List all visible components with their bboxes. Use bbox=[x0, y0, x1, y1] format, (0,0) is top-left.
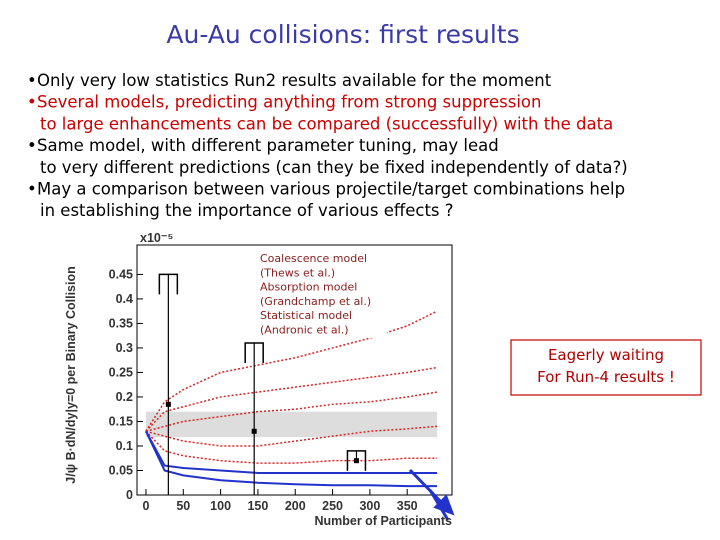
curve bbox=[145, 430, 438, 488]
x-axis-label: Number of Participants bbox=[314, 514, 452, 528]
y-tick-label: 0.45 bbox=[109, 267, 133, 281]
legend-bg bbox=[257, 250, 387, 338]
legend-entry: (Grandchamp et al.) bbox=[260, 295, 371, 308]
curve bbox=[145, 310, 438, 432]
upper-cap bbox=[346, 450, 367, 471]
y-tick-label: 0.3 bbox=[116, 341, 133, 355]
slide-title: Au-Au collisions: first results bbox=[166, 20, 519, 49]
bullet-text: May a comparison between various project… bbox=[37, 180, 625, 199]
curve bbox=[145, 430, 438, 464]
legend-entry: Absorption model bbox=[260, 281, 357, 294]
y-tick-label: 0.2 bbox=[116, 390, 133, 404]
callout-text: For Run-4 results ! bbox=[537, 368, 675, 386]
bullet-dot: • bbox=[27, 136, 37, 155]
data-point bbox=[165, 401, 171, 407]
bullet-text: Several models, predicting anything from… bbox=[37, 93, 541, 112]
bullet-dot: • bbox=[27, 71, 37, 90]
x-tick-label: 50 bbox=[176, 499, 190, 513]
callout-text: Eagerly waiting bbox=[548, 346, 664, 364]
upper-cap bbox=[158, 273, 179, 295]
curve bbox=[145, 366, 438, 432]
y-tick-label: 0.05 bbox=[109, 463, 133, 477]
arrow-head bbox=[433, 494, 455, 516]
curve bbox=[145, 425, 438, 447]
bullet-text: to large enhancements can be compared (s… bbox=[40, 114, 613, 133]
y-tick-label: 0.15 bbox=[109, 414, 133, 428]
bullet-text: in establishing the importance of variou… bbox=[40, 201, 454, 220]
callout-box bbox=[510, 339, 702, 396]
bullet-text: Same model, with different parameter tun… bbox=[37, 136, 499, 155]
arrow bbox=[428, 489, 450, 521]
x-tick-label: 0 bbox=[142, 499, 149, 513]
curve bbox=[145, 430, 438, 474]
x-tick-label: 200 bbox=[285, 499, 306, 513]
x-tick-label: 250 bbox=[322, 499, 343, 513]
bullet-text: to very different predictions (can they … bbox=[40, 158, 628, 177]
curve bbox=[145, 391, 438, 433]
x-tick-label: 100 bbox=[210, 499, 231, 513]
y-axis-label: J/ψ B·dN/dy|y=0 per Binary Collision bbox=[64, 266, 78, 483]
data-point bbox=[353, 458, 359, 464]
y-tick-label: 0.1 bbox=[116, 439, 133, 453]
band bbox=[145, 411, 438, 438]
x-tick-label: 150 bbox=[247, 499, 268, 513]
arrows bbox=[408, 468, 455, 521]
bullet-text: Only very low statistics Run2 results av… bbox=[37, 71, 552, 90]
data-point bbox=[251, 428, 257, 434]
legend-entry: (Thews et al.) bbox=[260, 266, 335, 279]
y-tick-label: 0 bbox=[126, 488, 133, 502]
x-tick-label: 300 bbox=[359, 499, 380, 513]
y-tick-label: 0.4 bbox=[116, 292, 133, 306]
bullet-dot: • bbox=[27, 93, 37, 112]
y-tick-label: 0.25 bbox=[109, 365, 133, 379]
arrow bbox=[408, 468, 447, 508]
y-tick-label: 0.35 bbox=[109, 316, 133, 330]
legend-entry: Coalescence model bbox=[260, 252, 367, 265]
plot-frame bbox=[136, 244, 453, 496]
bullet-dot: • bbox=[27, 180, 37, 199]
x-tick-label: 350 bbox=[397, 499, 418, 513]
legend-entry: (Andronic et al.) bbox=[260, 324, 349, 337]
legend-entry: Statistical model bbox=[260, 309, 352, 322]
y-scale: x10⁻⁵ bbox=[140, 231, 173, 245]
upper-cap bbox=[244, 342, 264, 364]
